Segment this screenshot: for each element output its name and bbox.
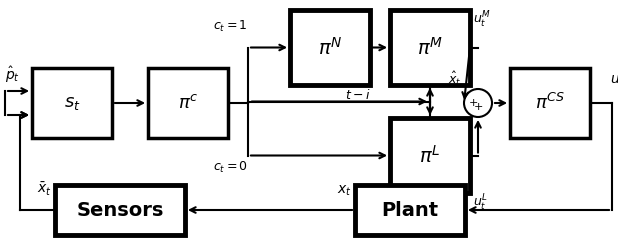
Bar [510,68,590,138]
Text: $u_t$: $u_t$ [610,74,618,88]
Bar [390,10,470,85]
Text: $c_t=1$: $c_t=1$ [213,19,248,34]
Text: Plant: Plant [381,201,439,220]
Bar [55,185,185,235]
Text: Sensors: Sensors [76,201,164,220]
Text: $x_t$: $x_t$ [337,183,352,198]
Text: $\pi^L$: $\pi^L$ [419,144,441,166]
Text: $\pi^{CS}$: $\pi^{CS}$ [535,93,565,113]
Bar [290,10,370,85]
Text: $u_t^M$: $u_t^M$ [473,10,491,30]
Text: $\hat{x}_t$: $\hat{x}_t$ [449,70,462,88]
Bar [390,118,470,193]
Text: $t-i$: $t-i$ [345,88,371,102]
Bar [148,68,228,138]
Text: $c_t=0$: $c_t=0$ [213,160,248,175]
Text: $\hat{p}_t$: $\hat{p}_t$ [5,65,20,85]
Bar [355,185,465,235]
Bar [32,68,112,138]
Text: $u_t^L$: $u_t^L$ [473,193,488,213]
Text: +: + [473,102,483,112]
Text: $\pi^M$: $\pi^M$ [417,37,443,59]
Text: +: + [469,98,478,108]
Text: $\pi^c$: $\pi^c$ [178,94,198,112]
Text: $s_t$: $s_t$ [64,94,80,112]
Text: $\pi^N$: $\pi^N$ [318,37,342,59]
Text: $\bar{x}_t$: $\bar{x}_t$ [37,181,52,198]
